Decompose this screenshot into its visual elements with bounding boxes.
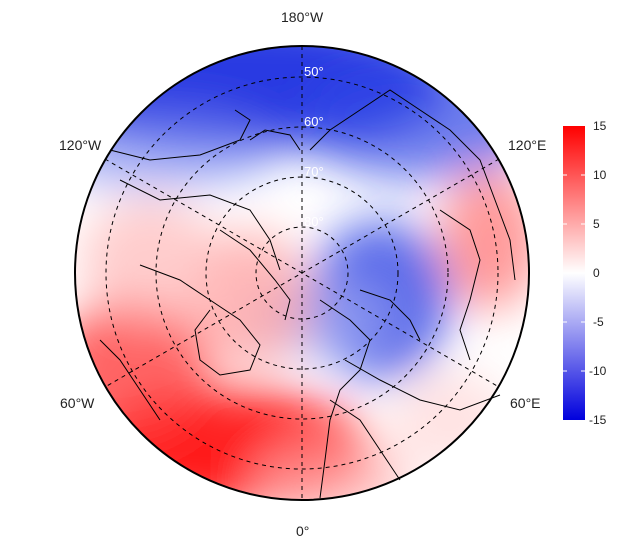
lat-label-80: 80° (304, 214, 324, 229)
colorbar-tick-label: 10 (593, 168, 607, 182)
colorbar-tick-label: -10 (589, 364, 607, 378)
lon-label-120e: 120°E (508, 137, 547, 153)
colorbar-tick-label: -5 (593, 315, 604, 329)
map-boundary (74, 45, 530, 501)
lon-label-60e: 60°E (510, 395, 541, 411)
colorbar-tick-label: 15 (593, 119, 607, 133)
meridians (104, 46, 500, 500)
latitude-labels: 50° 60° 70° 80° (304, 64, 324, 229)
lon-label-180w: 180°W (281, 9, 324, 25)
lon-label-120w: 120°W (59, 137, 102, 153)
colorbar (563, 126, 585, 420)
colorbar-tick-label: 0 (593, 266, 600, 280)
colorbar-tick-label: -15 (589, 413, 607, 427)
colorbar-tick-label: 5 (593, 217, 600, 231)
anomaly-field (75, 46, 529, 500)
lon-label-60w: 60°W (60, 395, 95, 411)
coastlines (99, 89, 516, 499)
lat-label-50: 50° (304, 64, 324, 79)
lat-label-60: 60° (304, 114, 324, 129)
lat-label-70: 70° (304, 164, 324, 179)
lon-label-0: 0° (296, 523, 310, 539)
colorbar-ticks (563, 174, 585, 372)
